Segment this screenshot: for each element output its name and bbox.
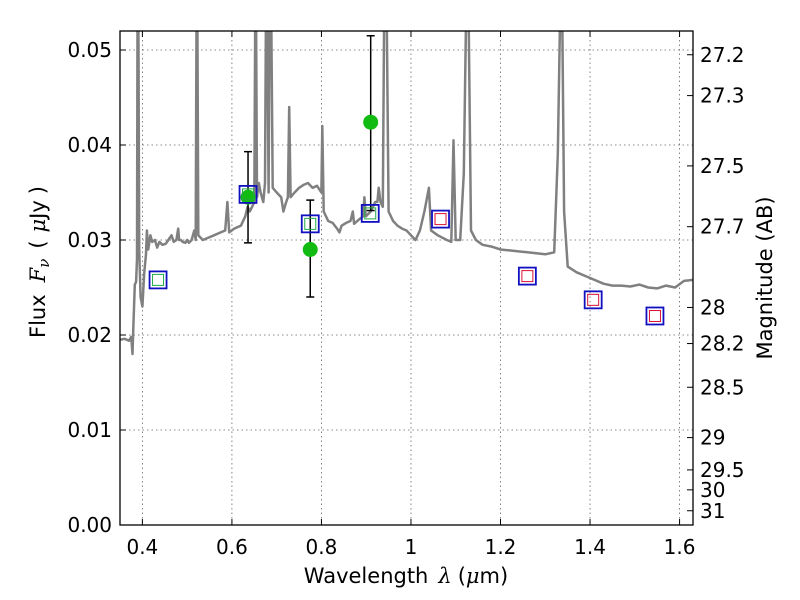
x-tick-label: 1.6 [664,535,696,559]
model-point-box [300,214,320,234]
model-point-box [148,270,168,290]
right-tick-label: 27.2 [700,43,745,67]
model-point-inner [521,270,534,283]
right-tick-label: 29 [700,426,725,450]
model-point-box [238,184,258,204]
x-tick-label: 0.6 [216,535,248,559]
y-axis-ticks: 0.00 0.01 0.02 0.03 0.04 0.05 [67,38,126,537]
model-point-box [645,306,665,326]
right-axis-label: Magnitude (AB) [753,196,777,359]
right-tick-label: 29.5 [700,458,745,482]
model-points [148,184,665,326]
x-tick-label: 1 [405,535,418,559]
right-tick-label: 30 [700,478,725,502]
model-point-inner [364,207,377,220]
y-tick-label: 0.02 [67,323,112,347]
model-point-box [583,290,603,310]
right-tick-label: 27.5 [700,154,745,178]
x-tick-label: 0.4 [126,535,158,559]
right-tick-label: 27.7 [700,215,745,239]
model-point-inner [648,310,661,322]
plot-frame [119,30,694,526]
y-axis-label: FluxFν(μJy) [26,186,53,338]
model-point-inner [152,273,165,286]
right-tick-label: 28.5 [700,375,745,399]
y-tick-label: 0.00 [67,513,112,537]
model-point-box [517,266,537,286]
y-tick-label: 0.03 [67,228,112,252]
model-point-inner [587,293,600,306]
right-tick-label: 28 [700,295,725,319]
observed-point [363,114,379,130]
sed-line [120,31,693,356]
plot-background [120,31,693,525]
x-axis-ticks: 0.4 0.6 0.8 1 1.2 1.4 1.6 [126,31,695,559]
x-tick-label: 1.2 [485,535,517,559]
y-tick-label: 0.01 [67,418,112,442]
model-point-inner [304,217,317,230]
right-tick-label: 31 [700,499,725,523]
y-tick-label: 0.05 [67,38,112,62]
observed-points [240,114,379,257]
observed-point [302,242,318,257]
model-point-box [360,203,380,223]
model-point-box [431,209,450,229]
x-tick-label: 0.8 [306,535,338,559]
model-point-inner [242,188,255,201]
model-point-inner [434,213,447,226]
y-tick-label: 0.04 [67,133,112,157]
sed-spectrum [120,31,693,356]
right-tick-label: 28.2 [700,332,745,356]
grid-lines [120,31,693,526]
observed-point [240,189,256,205]
right-tick-label: 27.3 [700,84,745,108]
x-axis-label: Wavelength λ (μm) [304,564,508,588]
x-tick-label: 1.4 [574,535,606,559]
